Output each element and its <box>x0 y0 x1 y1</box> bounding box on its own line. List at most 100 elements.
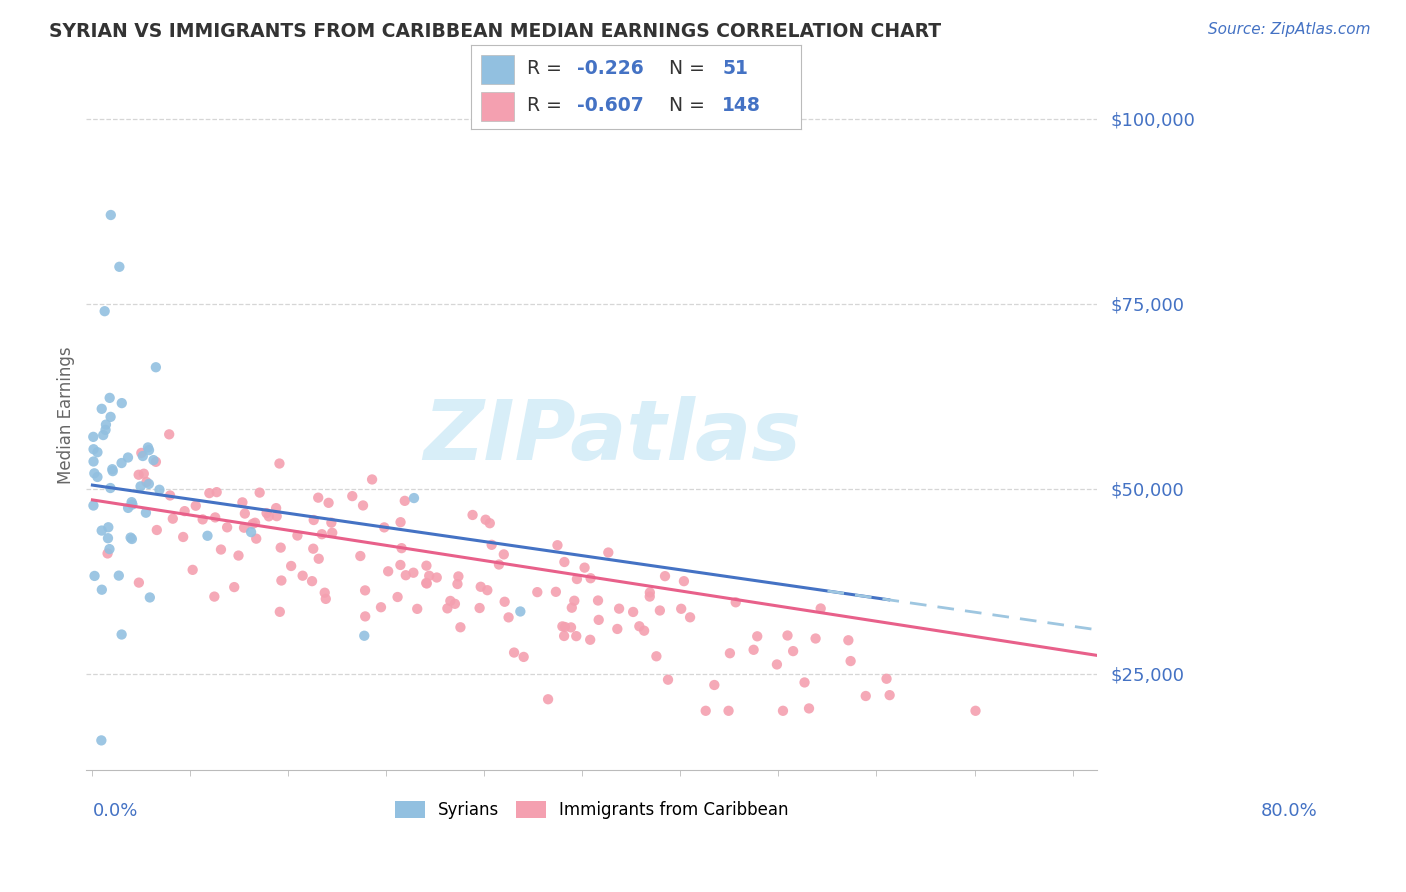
Point <box>121 495 143 509</box>
Point <box>474 513 496 527</box>
Point <box>446 577 468 591</box>
Point <box>231 495 253 509</box>
Point <box>461 508 484 522</box>
Point <box>747 629 769 643</box>
Point <box>242 516 264 531</box>
Point <box>111 396 134 410</box>
Point <box>291 568 314 582</box>
Point <box>607 601 630 615</box>
Point <box>264 501 287 516</box>
Point <box>606 622 628 636</box>
Point <box>82 499 104 513</box>
Point <box>321 516 343 530</box>
Point <box>352 499 374 513</box>
Point <box>354 609 377 624</box>
Point <box>110 456 132 470</box>
Point <box>136 441 159 455</box>
Point <box>353 629 375 643</box>
Text: 51: 51 <box>723 59 748 78</box>
Point <box>628 619 651 633</box>
Point <box>257 509 280 524</box>
Point <box>342 489 364 503</box>
Point <box>672 574 695 589</box>
Point <box>256 506 278 520</box>
Point <box>793 675 815 690</box>
Point <box>695 704 717 718</box>
Point <box>315 591 337 606</box>
Point <box>621 605 644 619</box>
Point <box>718 646 741 660</box>
Point <box>228 549 250 563</box>
Point <box>402 566 425 580</box>
Point <box>468 601 491 615</box>
Point <box>120 531 142 545</box>
Text: N =: N = <box>669 96 711 115</box>
Point <box>579 571 602 585</box>
Point <box>478 516 501 531</box>
Point <box>321 525 343 540</box>
Point <box>588 613 610 627</box>
Point <box>544 584 567 599</box>
Point <box>100 409 122 424</box>
Point <box>128 467 150 482</box>
Point <box>204 510 226 524</box>
Text: R =: R = <box>527 59 568 78</box>
Point <box>387 590 409 604</box>
Point <box>98 542 121 557</box>
Point <box>415 576 437 591</box>
Point <box>269 605 291 619</box>
Point <box>240 525 263 540</box>
Point <box>117 500 139 515</box>
Point <box>418 569 440 583</box>
Point <box>233 521 256 535</box>
Point <box>579 632 602 647</box>
Point <box>565 572 588 586</box>
Point <box>121 498 143 512</box>
Point <box>209 542 232 557</box>
Text: SYRIAN VS IMMIGRANTS FROM CARIBBEAN MEDIAN EARNINGS CORRELATION CHART: SYRIAN VS IMMIGRANTS FROM CARIBBEAN MEDI… <box>49 22 942 41</box>
Point <box>546 538 568 552</box>
Point <box>270 574 292 588</box>
Point <box>121 532 143 546</box>
Point <box>145 360 167 375</box>
Point <box>308 551 330 566</box>
Point <box>586 593 609 607</box>
Point <box>202 590 225 604</box>
Point <box>98 391 121 405</box>
Point <box>101 462 124 476</box>
Point <box>86 445 108 459</box>
Point <box>128 575 150 590</box>
Point <box>280 559 302 574</box>
Point <box>389 515 412 529</box>
Point <box>83 442 105 457</box>
Point <box>537 692 560 706</box>
Point <box>173 504 195 518</box>
Point <box>91 428 114 442</box>
Legend: Syrians, Immigrants from Caribbean: Syrians, Immigrants from Caribbean <box>388 794 796 826</box>
Point <box>107 568 129 582</box>
Point <box>553 629 575 643</box>
Point <box>318 496 340 510</box>
Point <box>142 453 165 467</box>
Point <box>135 475 157 489</box>
Point <box>129 479 152 493</box>
Point <box>426 570 449 584</box>
Point <box>598 545 620 559</box>
Point <box>97 520 120 534</box>
Point <box>197 529 219 543</box>
Text: 0.0%: 0.0% <box>93 802 138 820</box>
Point <box>553 555 575 569</box>
Point <box>574 560 596 574</box>
Y-axis label: Median Earnings: Median Earnings <box>58 346 75 483</box>
Point <box>302 541 325 556</box>
Point <box>159 488 181 502</box>
Point <box>561 600 583 615</box>
Point <box>444 597 467 611</box>
Point <box>108 260 131 274</box>
Point <box>233 507 256 521</box>
Point <box>645 649 668 664</box>
Point <box>269 457 291 471</box>
Point <box>776 628 799 642</box>
Point <box>90 582 112 597</box>
Point <box>560 620 582 634</box>
